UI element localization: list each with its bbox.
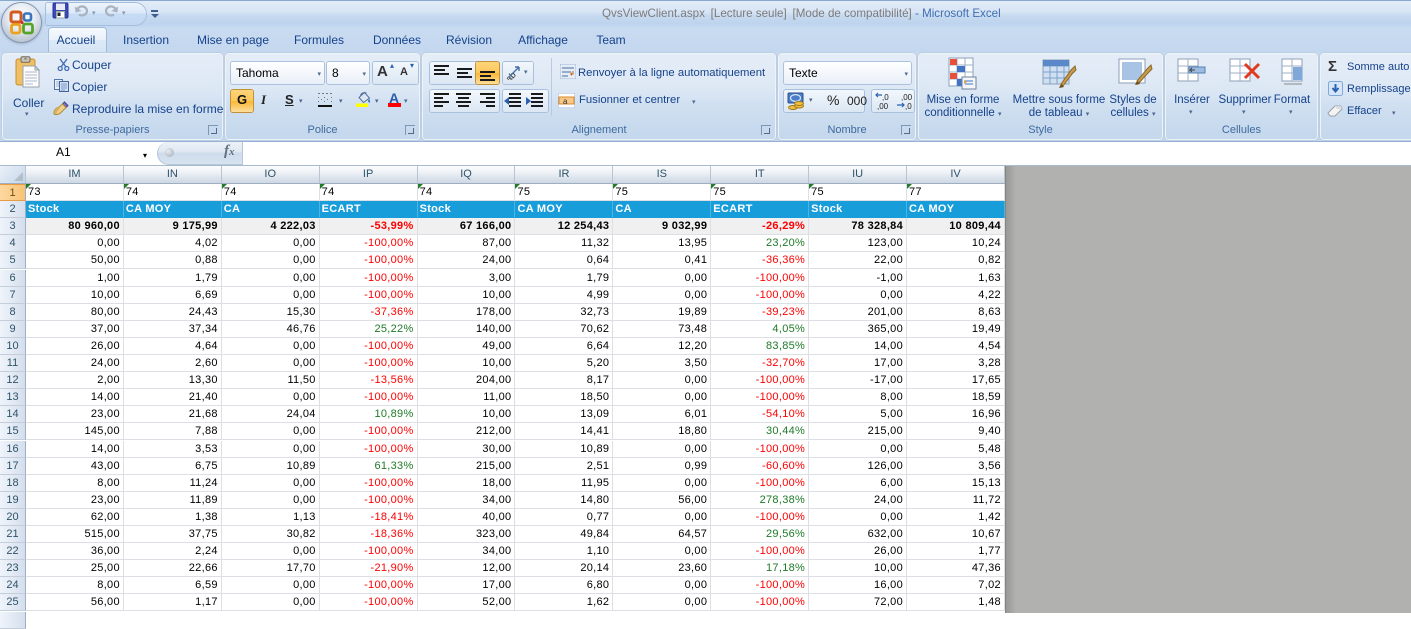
svg-text:,00: ,00 [877,102,889,110]
svg-text:a: a [563,97,568,106]
svg-text:,0: ,0 [882,93,889,102]
svg-text:,00: ,00 [901,93,913,102]
svg-text:,0: ,0 [905,102,912,110]
